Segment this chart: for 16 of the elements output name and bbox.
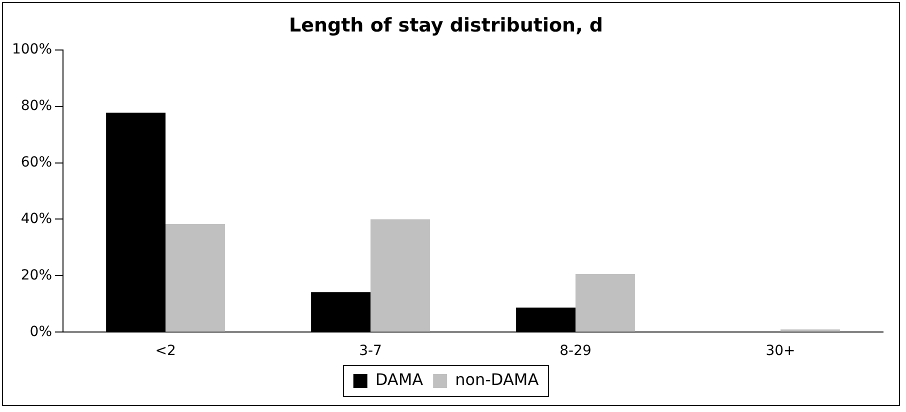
bar <box>370 219 430 332</box>
legend-label: DAMA <box>375 370 424 390</box>
y-tick-label: 80% <box>20 98 52 114</box>
bar <box>166 224 225 332</box>
bar <box>576 274 635 332</box>
y-tick-label: 20% <box>20 267 52 284</box>
y-tick-label: 0% <box>30 324 52 340</box>
x-tick-label: 3-7 <box>359 343 382 360</box>
y-tick-label: 40% <box>20 210 52 227</box>
legend-label: non-DAMA <box>455 370 539 390</box>
y-tick-label: 60% <box>20 154 52 170</box>
x-tick-label: 8-29 <box>560 343 592 360</box>
x-tick-label: 30+ <box>766 343 796 360</box>
y-tick-label: 100% <box>12 41 52 58</box>
x-tick-label: <2 <box>155 343 176 360</box>
chart-title: Length of stay distribution, d <box>288 14 604 36</box>
